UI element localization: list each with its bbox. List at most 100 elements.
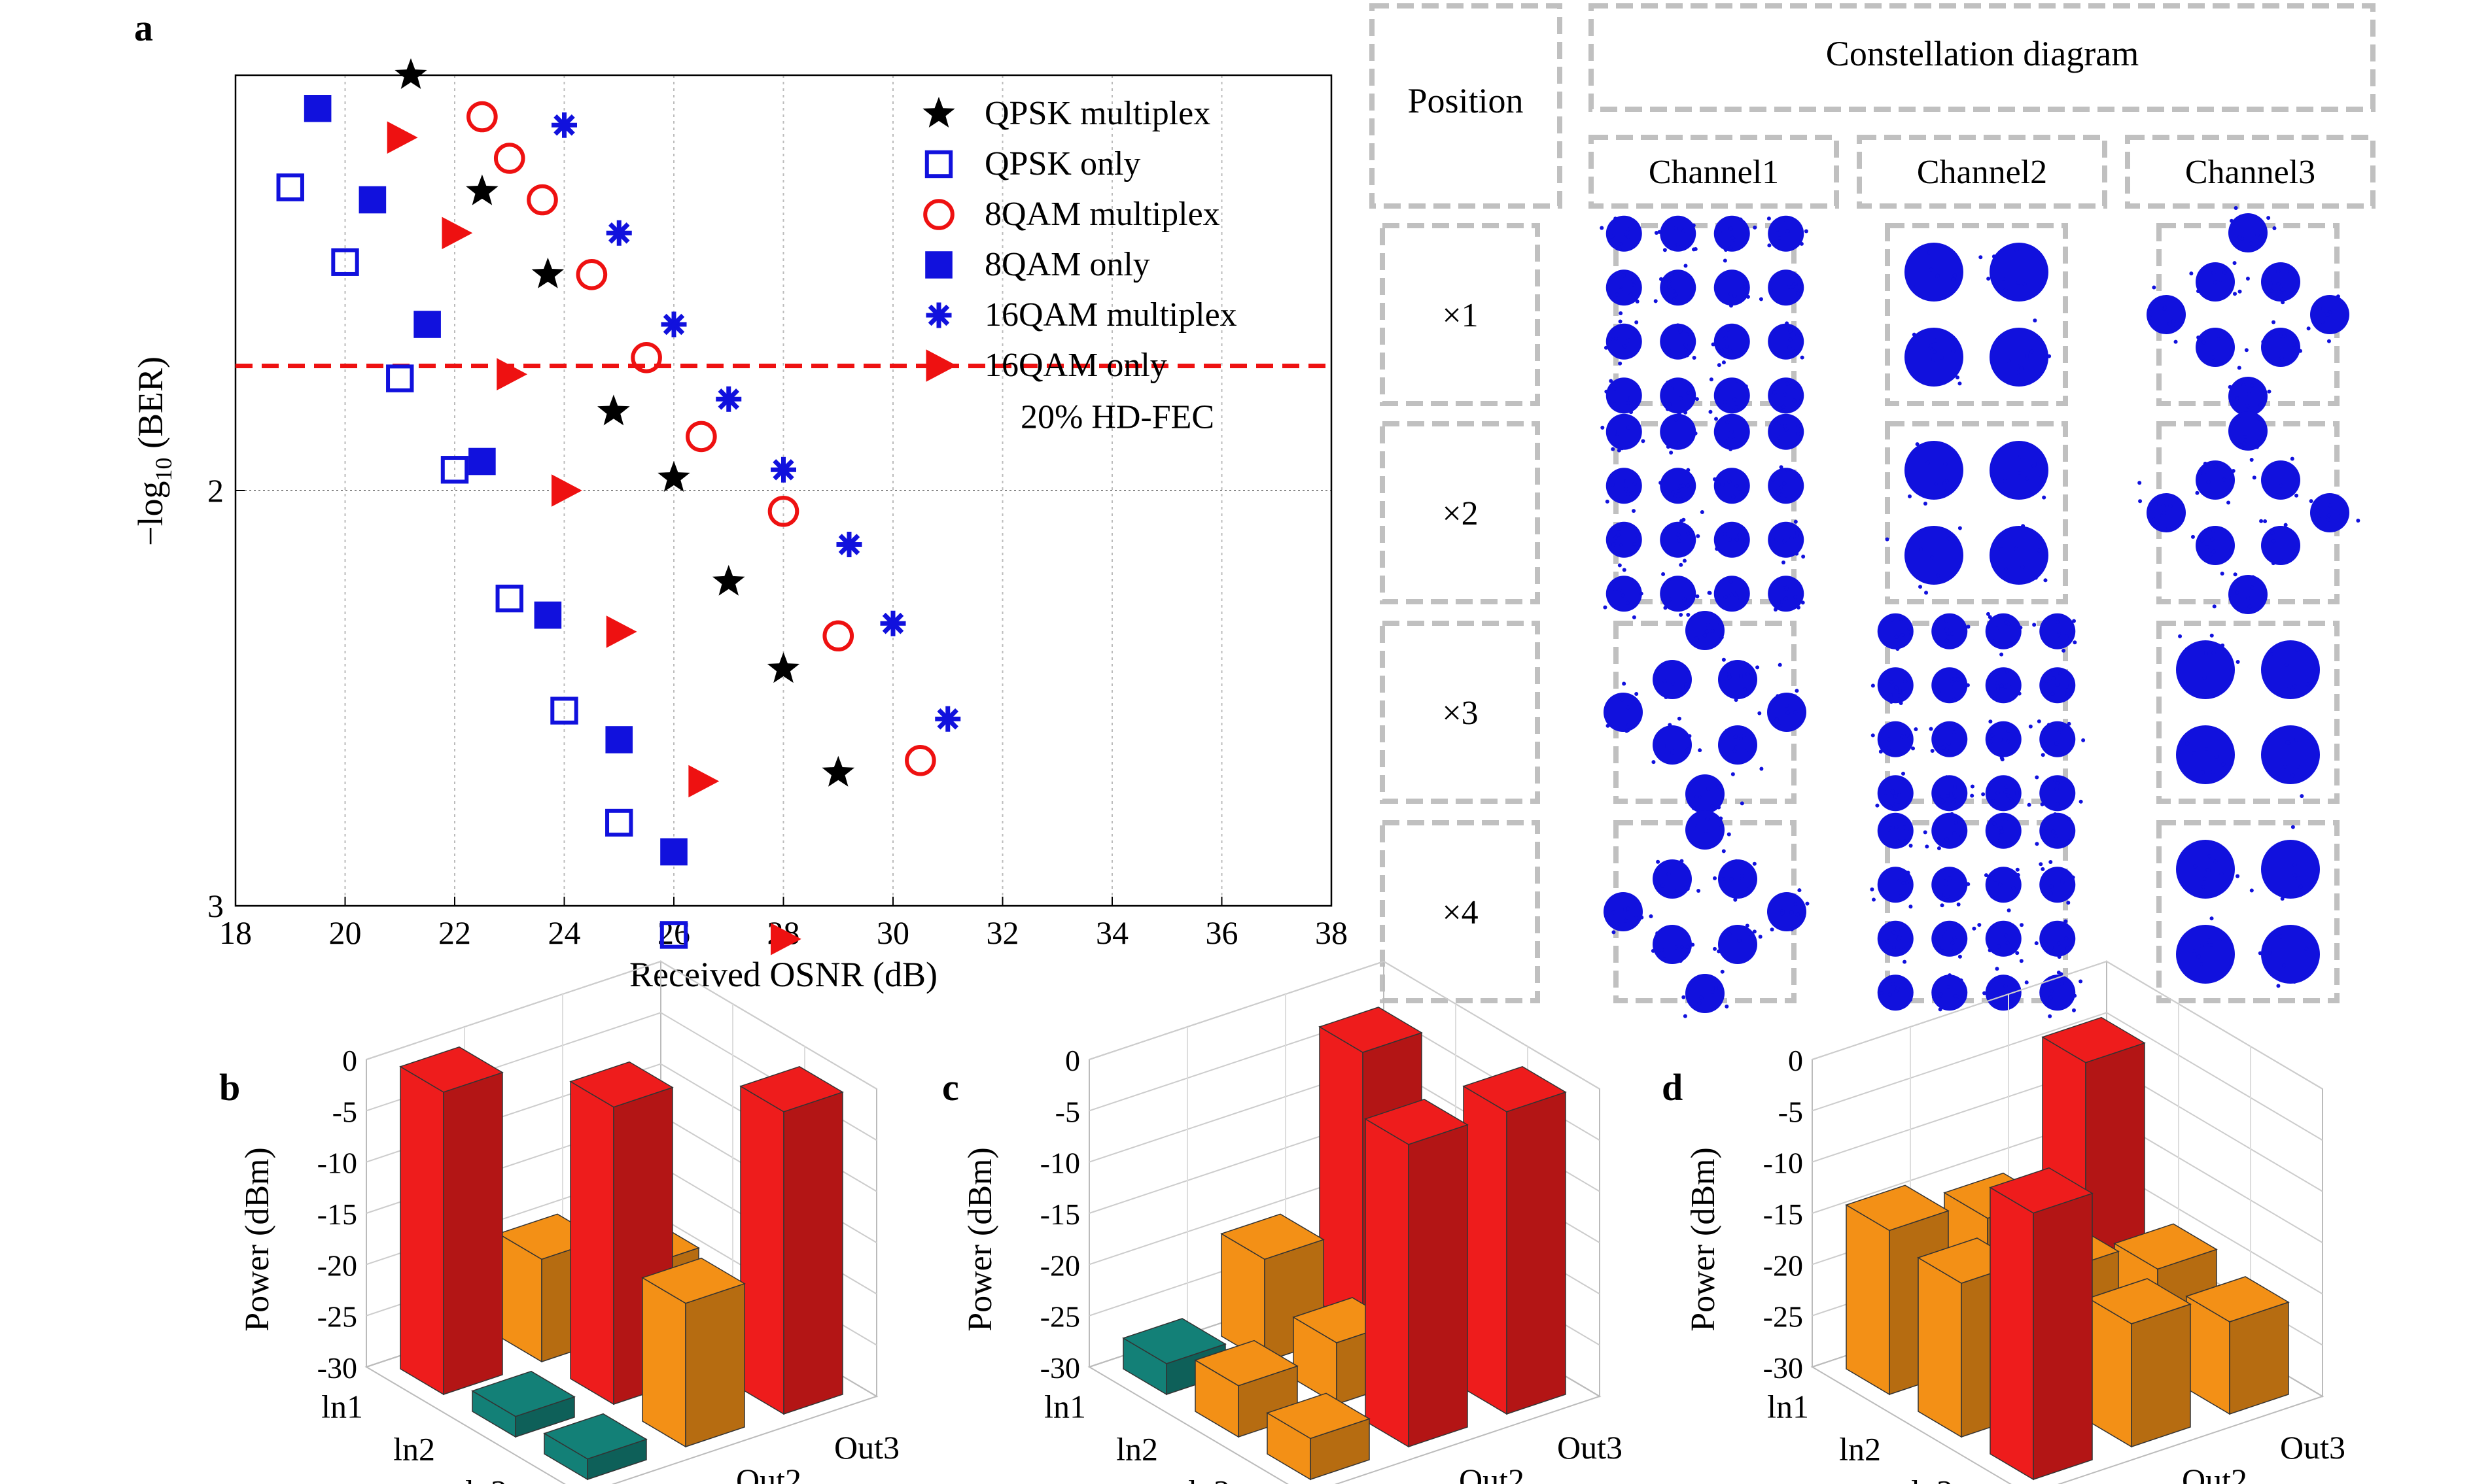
noise-dot	[1996, 687, 2001, 691]
noise-dot	[1978, 255, 1983, 260]
noise-dot	[1799, 241, 1804, 246]
noise-dot	[1952, 273, 1957, 278]
open-square-marker	[386, 364, 414, 392]
noise-dot	[2306, 736, 2311, 740]
noise-dot	[1952, 697, 1956, 702]
bar-face-right	[783, 1091, 843, 1415]
noise-dot	[1721, 657, 1726, 662]
noise-dot	[2056, 619, 2060, 624]
series-3	[304, 95, 688, 866]
noise-dot	[2310, 665, 2315, 670]
noise-dot	[2237, 417, 2241, 421]
noise-dot	[1702, 976, 1706, 981]
noise-dot	[2060, 880, 2065, 884]
noise-dot	[1626, 705, 1630, 710]
noise-dot	[1957, 526, 1962, 530]
noise-dot	[1919, 547, 1923, 551]
noise-dot	[1613, 336, 1618, 341]
noise-dot	[1708, 409, 1713, 414]
noise-dot	[2276, 269, 2281, 273]
noise-dot	[2326, 312, 2330, 317]
noise-dot	[1613, 587, 1617, 591]
noise-dot	[1782, 481, 1787, 486]
noise-dot	[1781, 561, 1786, 565]
noise-dot	[1719, 348, 1724, 353]
noise-dot	[2072, 619, 2077, 623]
noise-dot	[1661, 572, 1666, 576]
noise-dot	[1903, 959, 1907, 964]
noise-dot	[1954, 821, 1958, 825]
noise-dot	[1723, 595, 1728, 599]
noise-dot	[1683, 264, 1688, 268]
open-circle-marker	[923, 199, 955, 230]
noise-dot	[2055, 802, 2060, 806]
noise-dot	[2004, 933, 2008, 938]
asterisk-stroke	[838, 534, 860, 555]
noise-dot	[2211, 651, 2216, 655]
noise-dot	[2148, 315, 2152, 320]
noise-dot	[1672, 297, 1677, 302]
noise-dot	[1626, 723, 1631, 727]
noise-dot	[2039, 862, 2043, 867]
noise-dot	[1795, 530, 1800, 535]
noise-dot	[1720, 969, 1725, 974]
noise-dot	[1667, 279, 1672, 283]
noise-dot	[2237, 235, 2242, 239]
noise-dot	[2016, 370, 2020, 375]
hd-fec-label: 20% HD-FEC	[1021, 399, 1214, 436]
noise-dot	[1990, 472, 1995, 477]
constellation-16qam	[1870, 804, 2083, 1018]
noise-dot	[1776, 599, 1781, 604]
noise-dot	[1717, 230, 1722, 234]
noise-dot	[1704, 843, 1708, 848]
noise-dot	[2207, 854, 2212, 859]
noise-dot	[2054, 787, 2059, 791]
noise-dot	[1767, 243, 1772, 248]
noise-dot	[1936, 573, 1940, 578]
noise-dot	[1679, 396, 1683, 401]
bar-face-right	[443, 1071, 503, 1396]
bar-face-left	[570, 1080, 614, 1406]
noise-dot	[1870, 733, 1875, 738]
noise-dot	[1730, 772, 1735, 776]
noise-dot	[1727, 931, 1732, 936]
noise-dot	[1698, 748, 1702, 753]
noise-dot	[1632, 542, 1636, 547]
noise-dot	[1679, 612, 1683, 617]
noise-dot	[1733, 897, 1738, 902]
symbol-cluster	[1931, 812, 1968, 849]
symbol-cluster	[2039, 975, 2076, 1011]
symbol-cluster	[2261, 526, 2300, 565]
symbol-cluster	[2196, 460, 2235, 500]
noise-dot	[2003, 684, 2008, 689]
bar-top	[2113, 1223, 2218, 1270]
noise-dot	[2022, 282, 2027, 286]
noise-dot	[1674, 945, 1678, 950]
noise-dot	[1705, 817, 1710, 821]
x-tick-label: 34	[1096, 914, 1129, 951]
open-circle-marker	[767, 495, 799, 527]
noise-dot	[1930, 555, 1935, 560]
bar-face-right	[1506, 1091, 1566, 1415]
noise-dot	[2003, 288, 2008, 292]
noise-dot	[2211, 549, 2216, 554]
noise-dot	[1713, 876, 1717, 880]
z-tick-label: -20	[1040, 1249, 1080, 1282]
noise-dot	[1780, 424, 1784, 428]
noise-dot	[1725, 344, 1729, 349]
channel-header-box	[1588, 135, 1839, 209]
noise-dot	[1691, 942, 1695, 947]
bar-top	[1364, 1099, 1469, 1145]
filled-square-marker	[534, 601, 562, 629]
noise-dot	[1734, 538, 1739, 542]
noise-dot	[2053, 812, 2058, 817]
symbol-cluster	[2176, 840, 2235, 899]
noise-dot	[2200, 770, 2205, 775]
noise-dot	[2237, 366, 2241, 370]
symbol-cluster	[1768, 323, 1804, 360]
noise-dot	[1783, 392, 1787, 397]
noise-dot	[2039, 475, 2043, 480]
noise-dot	[1625, 600, 1630, 605]
noise-dot	[1668, 402, 1672, 406]
noise-dot	[1727, 832, 1731, 837]
